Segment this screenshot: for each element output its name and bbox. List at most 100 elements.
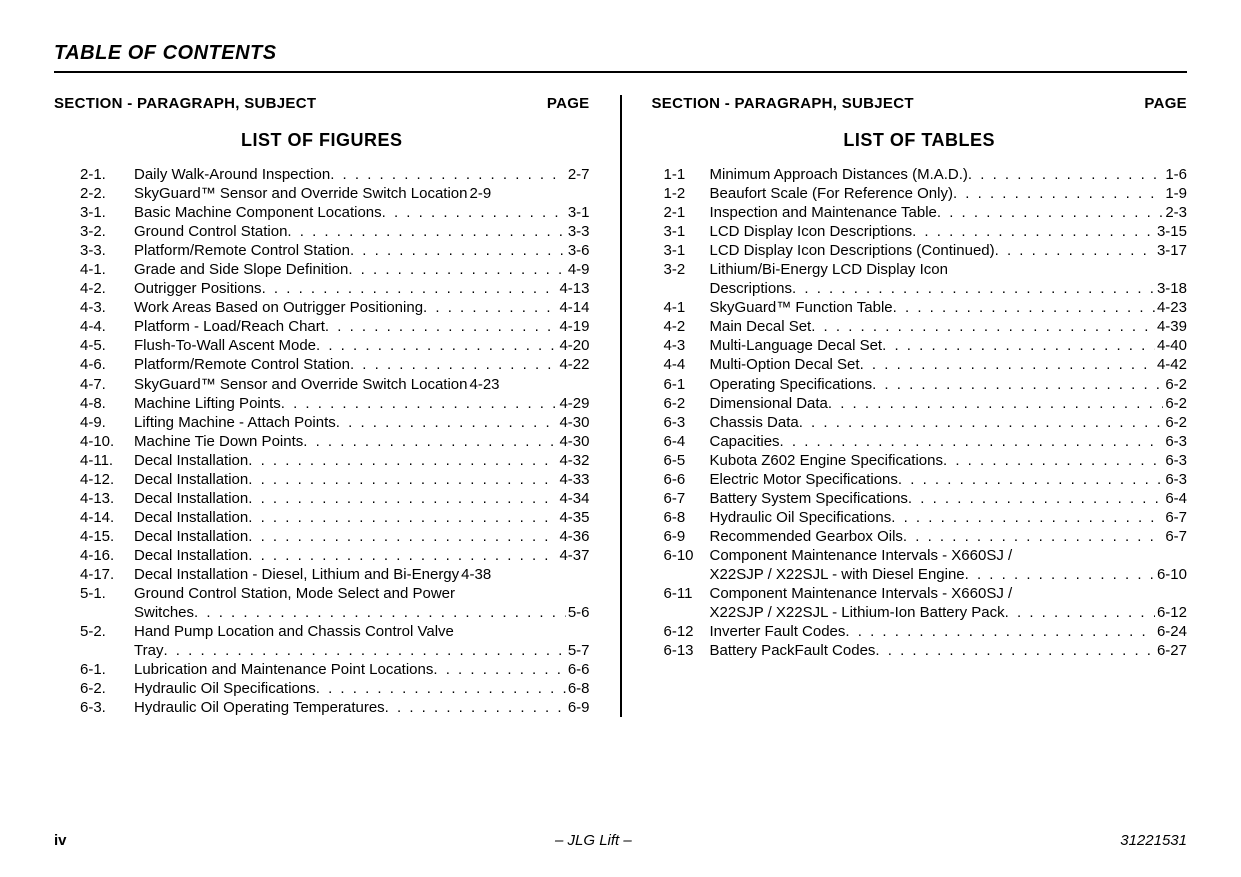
entry-body: Operating Specifications . . . . . . . .…	[710, 375, 1188, 394]
entry-page: 4-20	[557, 336, 589, 355]
toc-entry: 4-4.Platform - Load/Reach Chart . . . . …	[54, 317, 590, 336]
entry-label: Platform/Remote Control Station	[134, 355, 350, 374]
leader-dots: . . . . . . . . . . . . . . . . . . . . …	[287, 222, 565, 241]
toc-entry: 4-10.Machine Tie Down Points . . . . . .…	[54, 432, 590, 451]
entry-number: 5-2.	[54, 622, 134, 641]
leader-dots: . . . . . . . . . . . . . . . . . . . . …	[811, 317, 1155, 336]
toc-entry: 4-8.Machine Lifting Points . . . . . . .…	[54, 394, 590, 413]
toc-entry-continuation: X22SJP / X22SJL - Lithium-Ion Battery Pa…	[652, 603, 1188, 622]
entry-label: Capacities	[710, 432, 780, 451]
entry-body: Flush-To-Wall Ascent Mode . . . . . . . …	[134, 336, 590, 355]
entry-body: Lubrication and Maintenance Point Locati…	[134, 660, 590, 679]
leader-dots: . . . . . . . . . . . . . . . . . . . . …	[937, 203, 1163, 222]
entry-body: Work Areas Based on Outrigger Positionin…	[134, 298, 590, 317]
entry-body: Decal Installation . . . . . . . . . . .…	[134, 546, 590, 565]
column-divider	[620, 95, 622, 717]
entry-body: Decal Installation . . . . . . . . . . .…	[134, 508, 590, 527]
entry-label: SkyGuard™ Sensor and Override Switch Loc…	[134, 184, 468, 203]
leader-dots: . . . . . . . . . . . . . . . . . . . . …	[891, 508, 1163, 527]
toc-entry: 6-5Kubota Z602 Engine Specifications . .…	[652, 451, 1188, 470]
entry-body: Hydraulic Oil Specifications . . . . . .…	[710, 508, 1188, 527]
toc-entry: 4-1SkyGuard™ Function Table . . . . . . …	[652, 298, 1188, 317]
toc-entry: 4-5.Flush-To-Wall Ascent Mode . . . . . …	[54, 336, 590, 355]
toc-entry: 4-7.SkyGuard™ Sensor and Override Switch…	[54, 375, 590, 394]
leader-dots: . . . . . . . . . . . . . . . . . . . . …	[968, 165, 1163, 184]
toc-entry: 6-10Component Maintenance Intervals - X6…	[652, 546, 1188, 565]
entry-page: 6-4	[1163, 489, 1187, 508]
leader-dots: . . . . . . . . . . . . . . . . . . . . …	[262, 279, 558, 298]
entry-body: Main Decal Set . . . . . . . . . . . . .…	[710, 317, 1188, 336]
entry-label-cont: Descriptions	[710, 279, 793, 298]
entry-body: Lifting Machine - Attach Points . . . . …	[134, 413, 590, 432]
columns: SECTION - PARAGRAPH, SUBJECT PAGE LIST O…	[54, 95, 1187, 717]
entry-body: Platform - Load/Reach Chart . . . . . . …	[134, 317, 590, 336]
leader-dots: . . . . . . . . . . . . . . . . . . . . …	[163, 641, 565, 660]
entry-page: 4-33	[557, 470, 589, 489]
entry-label: Main Decal Set	[710, 317, 812, 336]
entry-number: 6-6	[652, 470, 710, 489]
entry-label: Operating Specifications	[710, 375, 873, 394]
entry-body: Grade and Side Slope Definition . . . . …	[134, 260, 590, 279]
entry-page: 1-6	[1163, 165, 1187, 184]
toc-entry: 2-1Inspection and Maintenance Table . . …	[652, 203, 1188, 222]
entry-body: LCD Display Icon Descriptions (Continued…	[710, 241, 1188, 260]
entry-label: Work Areas Based on Outrigger Positionin…	[134, 298, 423, 317]
entry-number: 3-2	[652, 260, 710, 279]
entry-body: Hydraulic Oil Specifications . . . . . .…	[134, 679, 590, 698]
entry-label: LCD Display Icon Descriptions (Continued…	[710, 241, 995, 260]
entry-page: 4-34	[557, 489, 589, 508]
entry-number: 6-7	[652, 489, 710, 508]
entry-page: 4-14	[557, 298, 589, 317]
entry-number: 6-1	[652, 375, 710, 394]
entry-number: 6-11	[652, 584, 710, 603]
entry-page: 6-3	[1163, 451, 1187, 470]
entry-page: 4-40	[1155, 336, 1187, 355]
entry-label: Decal Installation	[134, 546, 248, 565]
entry-number: 4-3.	[54, 298, 134, 317]
toc-entry: 6-9Recommended Gearbox Oils . . . . . . …	[652, 527, 1188, 546]
toc-entry-continuation: Tray . . . . . . . . . . . . . . . . . .…	[54, 641, 590, 660]
entry-label: Flush-To-Wall Ascent Mode	[134, 336, 316, 355]
entry-body: Multi-Option Decal Set . . . . . . . . .…	[710, 355, 1188, 374]
entry-page: 6-7	[1163, 527, 1187, 546]
entry-label: Hydraulic Oil Specifications	[134, 679, 316, 698]
entry-body: Chassis Data . . . . . . . . . . . . . .…	[710, 413, 1188, 432]
entry-page: 4-23	[468, 375, 500, 394]
toc-entry-continuation: X22SJP / X22SJL - with Diesel Engine . .…	[652, 565, 1188, 584]
left-column: SECTION - PARAGRAPH, SUBJECT PAGE LIST O…	[54, 95, 590, 717]
entry-label: Battery System Specifications	[710, 489, 908, 508]
entry-page: 5-7	[566, 641, 590, 660]
toc-entry: 6-13Battery PackFault Codes . . . . . . …	[652, 641, 1188, 660]
entry-label: Kubota Z602 Engine Specifications	[710, 451, 944, 470]
entry-page: 4-9	[566, 260, 590, 279]
toc-entry: 6-1.Lubrication and Maintenance Point Lo…	[54, 660, 590, 679]
entry-label: Decal Installation	[134, 451, 248, 470]
entry-page: 6-6	[566, 660, 590, 679]
entry-page: 5-6	[566, 603, 590, 622]
entry-body: Recommended Gearbox Oils . . . . . . . .…	[710, 527, 1188, 546]
entry-number: 6-2	[652, 394, 710, 413]
entry-body: Decal Installation . . . . . . . . . . .…	[134, 527, 590, 546]
leader-dots: . . . . . . . . . . . . . . . . . . . . …	[382, 203, 566, 222]
entry-page: 4-37	[557, 546, 589, 565]
leader-dots: . . . . . . . . . . . . . . . . . . . . …	[912, 222, 1155, 241]
entry-body: Basic Machine Component Locations . . . …	[134, 203, 590, 222]
entry-number: 4-6.	[54, 355, 134, 374]
entry-page: 3-1	[566, 203, 590, 222]
entry-body: Decal Installation . . . . . . . . . . .…	[134, 470, 590, 489]
entry-body: Battery System Specifications . . . . . …	[710, 489, 1188, 508]
toc-entry: 4-14.Decal Installation . . . . . . . . …	[54, 508, 590, 527]
leader-dots: . . . . . . . . . . . . . . . . . . . . …	[248, 508, 557, 527]
entry-number: 6-8	[652, 508, 710, 527]
leader-dots: . . . . . . . . . . . . . . . . . . . . …	[903, 527, 1163, 546]
entry-label-cont: X22SJP / X22SJL - with Diesel Engine	[710, 565, 965, 584]
entry-number: 4-17.	[54, 565, 134, 584]
entry-page: 4-35	[557, 508, 589, 527]
entry-number: 4-10.	[54, 432, 134, 451]
entry-body: Component Maintenance Intervals - X660SJ…	[710, 546, 1188, 565]
leader-dots: . . . . . . . . . . . . . . . . . . . . …	[943, 451, 1163, 470]
toc-entry: 4-4Multi-Option Decal Set . . . . . . . …	[652, 355, 1188, 374]
entry-body: Minimum Approach Distances (M.A.D.) . . …	[710, 165, 1188, 184]
entry-page: 3-15	[1155, 222, 1187, 241]
right-column-header: SECTION - PARAGRAPH, SUBJECT PAGE	[652, 95, 1188, 112]
